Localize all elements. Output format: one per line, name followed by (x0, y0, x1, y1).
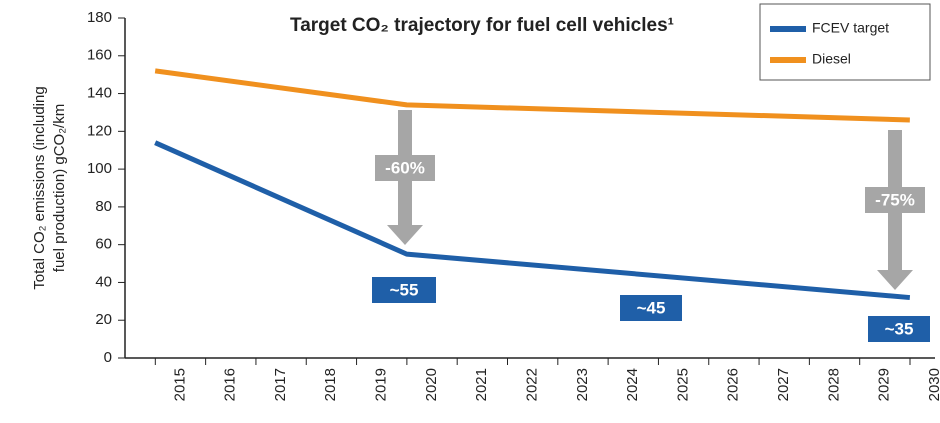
y-axis-label: fuel production) gCO₂/km (51, 104, 68, 272)
annotation-box (372, 277, 436, 303)
y-tick-label: 160 (87, 47, 112, 64)
annotation: ~35 (885, 319, 914, 338)
x-tick-label: 2019 (373, 368, 390, 401)
y-tick-label: 40 (95, 273, 112, 290)
arrow-head (387, 225, 423, 245)
series-line (154, 140, 911, 301)
x-tick-label: 2025 (674, 368, 691, 401)
y-tick-label: 180 (87, 9, 112, 26)
y-tick-label: 140 (87, 85, 112, 102)
annotation-box (865, 187, 925, 213)
annotation: ~55 (390, 280, 419, 299)
y-tick-label: 60 (95, 236, 112, 253)
annotation: -60% (385, 158, 425, 177)
x-tick-label: 2015 (171, 368, 188, 401)
y-tick-label: 100 (87, 160, 112, 177)
x-tick-label: 2021 (473, 368, 490, 401)
annotation: -75% (875, 190, 915, 209)
x-tick-label: 2017 (272, 368, 289, 401)
x-tick-label: 2024 (624, 368, 641, 401)
y-tick-label: 80 (95, 198, 112, 215)
arrow-head (877, 270, 913, 290)
x-tick-label: 2029 (876, 368, 893, 401)
annotation: ~45 (637, 298, 666, 317)
y-axis-label: Total CO₂ emissions (including (31, 86, 48, 289)
x-tick-label: 2022 (523, 368, 540, 401)
y-tick-label: 120 (87, 122, 112, 139)
y-tick-label: 0 (104, 349, 112, 366)
legend-label: FCEV target (812, 20, 889, 36)
y-tick-label: 20 (95, 311, 112, 328)
x-tick-label: 2028 (825, 368, 842, 401)
annotation-box (868, 316, 930, 342)
annotation-box (620, 295, 682, 321)
x-tick-label: 2020 (423, 368, 440, 401)
x-tick-label: 2016 (222, 368, 239, 401)
x-tick-label: 2030 (926, 368, 940, 401)
annotation-box (375, 155, 435, 181)
legend-box (759, 3, 931, 81)
chart-title: Target CO₂ trajectory for fuel cell vehi… (290, 15, 674, 36)
legend-label: Diesel (812, 51, 851, 67)
x-tick-label: 2026 (725, 368, 742, 401)
x-tick-label: 2018 (322, 368, 339, 401)
x-tick-label: 2023 (574, 368, 591, 401)
x-tick-label: 2027 (775, 368, 792, 401)
series-line (154, 68, 910, 123)
